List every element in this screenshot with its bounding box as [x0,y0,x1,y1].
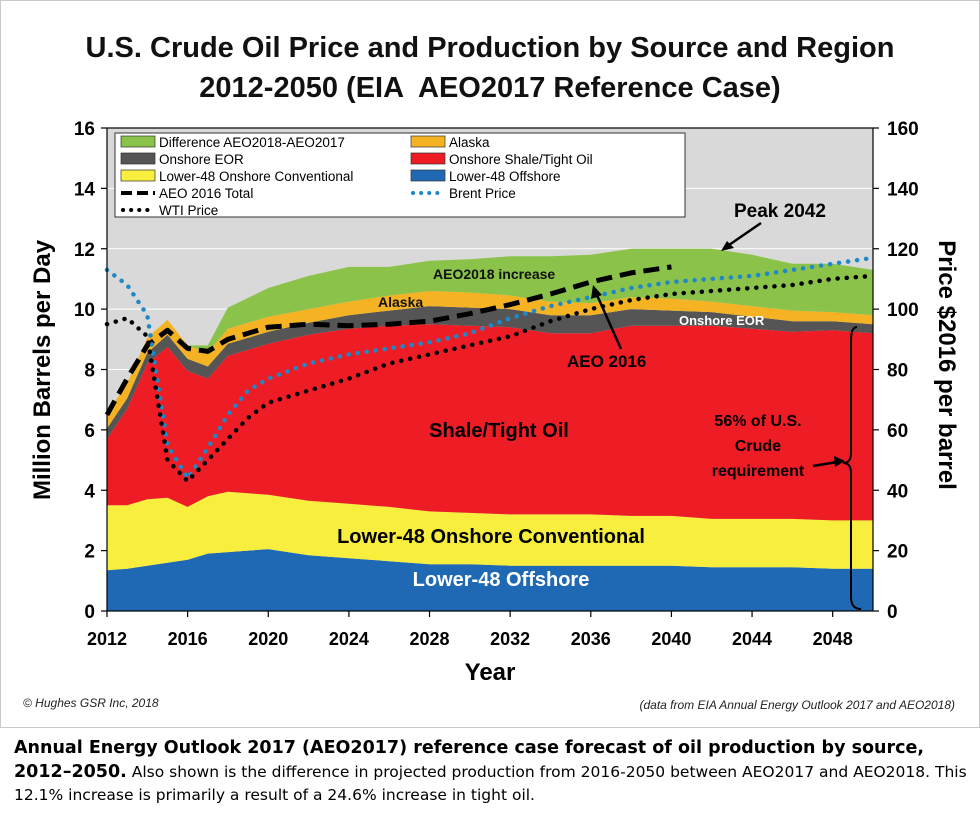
legend-label-wti-price: WTI Price [159,203,218,218]
legend-label-alaska: Alaska [449,135,490,150]
series-lines [104,255,876,484]
x-tick-label-2048: 2048 [813,629,853,649]
stacked-areas [107,248,873,611]
annotation-alaska: Alaska [378,294,423,310]
y-tick-label-16: 16 [74,119,95,140]
y-axis-right: 0 20 40 60 80 100 120 140 160 [873,119,919,623]
annotation-requirement-3: requirement [712,463,805,480]
legend-swatch-onshore-shale-tight-oil [410,152,446,165]
annotation-aeo2016: AEO 2016 [567,352,646,371]
y-tick-label-14: 14 [74,179,96,200]
arrow-aeo2016 [595,294,623,350]
chart-subtitle: 2012-2050 (EIA AEO2017 Reference Case) [199,72,780,104]
chart-title: U.S. Crude Oil Price and Production by S… [86,32,895,64]
x-tick-label-2012: 2012 [87,629,127,649]
legend-label-aeo-2016-total: AEO 2016 Total [159,186,253,201]
legend-label-brent-price: Brent Price [449,186,516,201]
arrow-peak-head [721,241,734,251]
y2-tick-label-0: 0 [887,602,898,623]
y2-tick-label-20: 20 [887,542,908,563]
requirement-brace [842,326,862,610]
y2-tick-label-100: 100 [887,300,919,321]
legend-swatch-lower-48-offshore [410,169,446,182]
y-tick-label-6: 6 [84,421,95,442]
annotation-requirement-1: 56% of U.S. [714,413,801,430]
x-tick-label-2036: 2036 [571,629,611,649]
legend-box [114,132,686,218]
area-onshore-shale-tight-oil [107,324,873,521]
y-tick-label-12: 12 [74,240,95,261]
legend-swatch-onshore-eor [120,152,156,165]
y2-tick-label-80: 80 [887,361,908,382]
x-tick-label-2024: 2024 [329,629,369,649]
legend-swatch-alaska [410,135,446,148]
source-note: (data from EIA Annual Energy Outlook 201… [639,698,955,712]
line-aeo-2016-total [104,264,672,417]
arrow-aeo2016-head [591,285,602,299]
annotation-requirement-2: Crude [735,438,781,455]
x-axis-label: Year [465,659,516,686]
annotation-peak: Peak 2042 [734,201,826,222]
x-tick-label-2032: 2032 [490,629,530,649]
area-difference-aeo2018-aeo2017 [107,248,873,414]
annotation-offshore: Lower-48 Offshore [413,569,590,591]
y2-axis-label: Price $2016 per barrel [933,240,960,490]
x-tick-label-2028: 2028 [410,629,450,649]
annotation-aeo2018-increase: AEO2018 increase [433,266,555,282]
legend-label-onshore-eor: Onshore EOR [159,152,244,167]
arrow-requirement [812,460,838,468]
y-tick-label-8: 8 [84,361,95,382]
line-wti-price [104,273,876,484]
x-tick-label-2040: 2040 [651,629,691,649]
y2-tick-label-120: 120 [887,240,919,261]
x-tick-label-2044: 2044 [732,629,772,649]
y-tick-label-4: 4 [84,481,95,502]
legend-label-lower-48-onshore-conventional: Lower-48 Onshore Conventional [159,169,353,184]
y-tick-label-10: 10 [74,300,95,321]
legend-label-difference-aeo2018-aeo2017: Difference AEO2018-AEO2017 [159,135,345,150]
x-tick-label-2020: 2020 [248,629,288,649]
legend-label-lower-48-offshore: Lower-48 Offshore [449,169,561,184]
legend-swatch-lower-48-onshore-conventional [120,169,156,182]
y-tick-label-2: 2 [84,542,95,563]
annotation-shale: Shale/Tight Oil [429,420,569,442]
chart-svg: U.S. Crude Oil Price and Production by S… [23,32,960,712]
caption-lead: Annual Energy Outlook 2017 (AEO2017) ref… [14,738,924,782]
y-tick-label-0: 0 [84,602,95,623]
area-lower-48-onshore-conventional [107,491,873,571]
y2-tick-label-140: 140 [887,179,919,200]
figure-frame: U.S. Crude Oil Price and Production by S… [0,0,980,728]
y-axis-label: Million Barrels per Day [29,239,56,500]
legend-swatch-difference-aeo2018-aeo2017 [120,135,156,148]
area-lower-48-offshore [107,549,873,611]
legend: Difference AEO2018-AEO2017 Alaska Onshore … [120,135,593,218]
x-axis: 2012 2016 2020 2024 2028 2032 2036 2040 2044 2048 [87,611,853,649]
legend-label-onshore-shale-tight-oil: Onshore Shale/Tight Oil [449,152,593,167]
annotation-conventional: Lower-48 Onshore Conventional [337,526,645,548]
caption-rest: Also shown is the difference in projecte… [14,763,967,804]
copyright: © Hughes GSR Inc, 2018 [23,696,159,710]
caption: Annual Energy Outlook 2017 (AEO2017) ref… [14,736,969,806]
annotation-onshore-eor: Onshore EOR [679,313,765,328]
y2-tick-label-40: 40 [887,481,908,502]
y2-tick-label-160: 160 [887,119,919,140]
y-axis-left: 0 2 4 6 8 10 12 14 16 [74,119,107,623]
x-tick-label-2016: 2016 [168,629,208,649]
arrow-requirement-head [834,456,845,467]
arrow-peak [728,221,762,247]
y2-tick-label-60: 60 [887,421,908,442]
